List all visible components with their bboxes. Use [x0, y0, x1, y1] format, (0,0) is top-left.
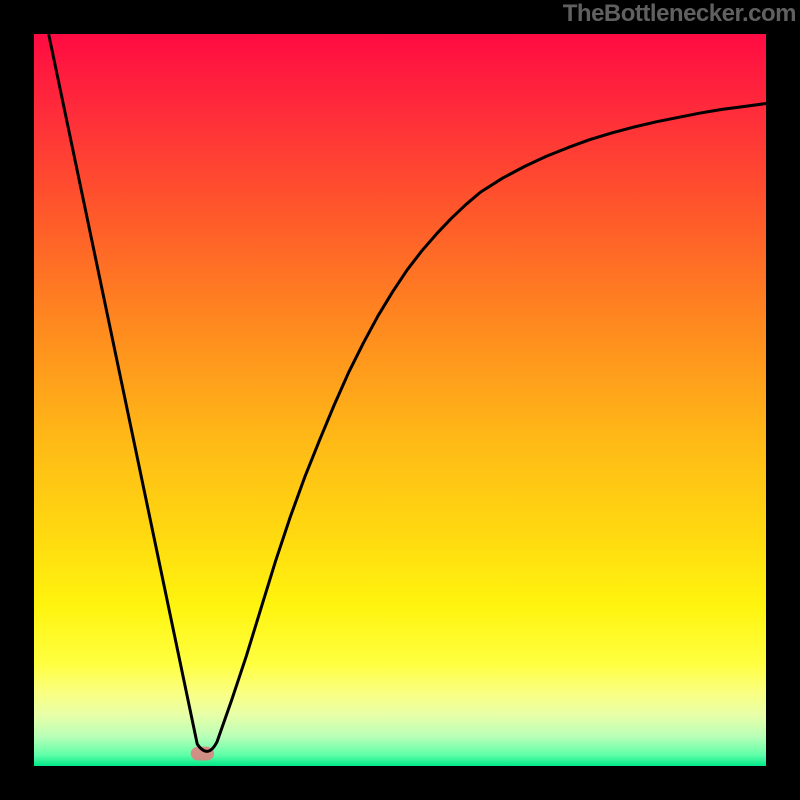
- plot-background: [34, 34, 766, 766]
- watermark-text: TheBottlenecker.com: [563, 0, 796, 28]
- frame-bottom: [0, 766, 800, 800]
- chart-root: { "meta": { "width": 800, "height": 800,…: [0, 0, 800, 800]
- frame-right: [766, 0, 800, 800]
- frame-left: [0, 0, 34, 800]
- bottleneck-chart: [0, 0, 800, 800]
